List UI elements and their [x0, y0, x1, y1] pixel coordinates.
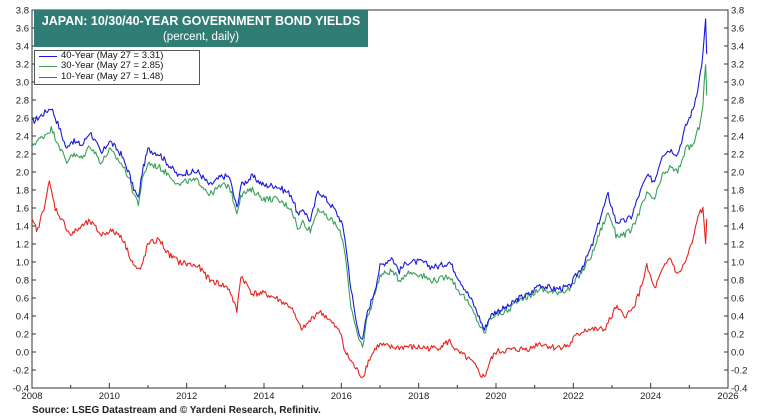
- y-tick-label-left: 0.6: [16, 294, 29, 305]
- legend: 40-Year (May 27 = 3.31) 30-Year (May 27 …: [34, 50, 200, 85]
- series-layer: [31, 18, 708, 379]
- y-tick-label-left: 1.4: [16, 222, 29, 233]
- y-tick-label-left: 3.2: [16, 60, 29, 71]
- legend-item-30y: 30-Year (May 27 = 2.85): [35, 60, 199, 72]
- y-tick-label-right: 3.4: [731, 42, 744, 53]
- y-tick-label-right: 0.0: [731, 348, 744, 359]
- y-tick-label-right: -0.2: [731, 366, 747, 377]
- legend-swatch-40y: [39, 56, 57, 57]
- y-tick-label-left: 3.4: [16, 42, 29, 53]
- y-tick-label-left: 2.6: [16, 114, 29, 125]
- legend-swatch-10y: [39, 76, 57, 78]
- legend-item-10y: 10-Year (May 27 = 1.48): [35, 70, 199, 82]
- chart-title: JAPAN: 10/30/40-YEAR GOVERNMENT BOND YIE…: [41, 14, 361, 28]
- x-tick-label: 2020: [485, 391, 506, 402]
- x-tick-label: 2016: [331, 391, 352, 402]
- legend-swatch-30y: [39, 66, 57, 68]
- x-tick-label: 2008: [21, 391, 42, 402]
- y-tick-label-left: 2.0: [16, 168, 29, 179]
- y-tick-label-left: 3.0: [16, 78, 29, 89]
- y-axis-left: -0.4 -0.2 0.0 0.2 0.4 0.6 0.8 1.0 1.2 1.4 1.6 1.8 2.…: [13, 6, 36, 395]
- x-tick-label: 2026: [717, 391, 738, 402]
- y-axis-right: -0.4 -0.2 0.0 0.2 0.4 0.6 0.8 1.0 1.2 1.4 1.6 1.8 2.…: [724, 6, 747, 395]
- legend-label-10y: 10-Year (May 27 = 1.48): [61, 70, 164, 82]
- chart-title-box: JAPAN: 10/30/40-YEAR GOVERNMENT BOND YIE…: [34, 10, 368, 47]
- y-tick-label-right: 3.6: [731, 24, 744, 35]
- y-tick-label-left: 0.4: [16, 312, 29, 323]
- y-tick-label-left: 0.0: [16, 348, 29, 359]
- y-tick-label-left: 3.8: [16, 6, 29, 17]
- y-tick-label-left: 2.8: [16, 96, 29, 107]
- x-tick-label: 2022: [563, 391, 584, 402]
- chart-subtitle: (percent, daily): [162, 31, 240, 43]
- y-tick-label-right: 3.0: [731, 78, 744, 89]
- y-tick-label-left: 0.8: [16, 276, 29, 287]
- series-line-30y: [31, 64, 708, 348]
- y-tick-label-right: 0.4: [731, 312, 744, 323]
- y-tick-label-right: 2.2: [731, 150, 744, 161]
- y-tick-label-left: 1.6: [16, 204, 29, 215]
- y-tick-label-left: 1.2: [16, 240, 29, 251]
- x-axis: 2008 2010 2012 2014 2016 2018 2020 2022 2024 2026: [21, 383, 739, 402]
- y-tick-label-right: 2.0: [731, 168, 744, 179]
- y-tick-label-right: 2.4: [731, 132, 744, 143]
- y-tick-label-right: 3.8: [731, 6, 744, 17]
- source-note: Source: LSEG Datastream and © Yardeni Re…: [32, 405, 321, 416]
- y-tick-label-left: 0.2: [16, 330, 29, 341]
- x-tick-label: 2010: [99, 391, 120, 402]
- y-tick-label-left: -0.2: [13, 366, 29, 377]
- x-tick-label: 2014: [253, 391, 274, 402]
- y-tick-label-right: 1.2: [731, 240, 744, 251]
- y-tick-label-right: -0.4: [731, 384, 747, 395]
- y-tick-label-right: 2.6: [731, 114, 744, 125]
- y-tick-label-right: 0.2: [731, 330, 744, 341]
- y-tick-label-right: 3.2: [731, 60, 744, 71]
- x-tick-label: 2012: [176, 391, 197, 402]
- y-tick-label-right: 0.6: [731, 294, 744, 305]
- y-tick-label-left: 3.6: [16, 24, 29, 35]
- series-line-10y: [31, 180, 708, 379]
- y-tick-label-right: 1.6: [731, 204, 744, 215]
- x-tick-label: 2024: [640, 391, 661, 402]
- y-tick-label-left: 1.8: [16, 186, 29, 197]
- y-tick-label-left: -0.4: [13, 384, 29, 395]
- y-tick-label-left: 2.2: [16, 150, 29, 161]
- y-tick-label-left: 2.4: [16, 132, 29, 143]
- y-tick-label-right: 1.4: [731, 222, 744, 233]
- y-tick-label-right: 0.8: [731, 276, 744, 287]
- legend-label-40y: 40-Year (May 27 = 3.31): [61, 50, 164, 61]
- y-tick-label-left: 1.0: [16, 258, 29, 269]
- x-tick-label: 2018: [408, 391, 429, 402]
- legend-label-30y: 30-Year (May 27 = 2.85): [61, 60, 164, 72]
- y-tick-label-right: 1.0: [731, 258, 744, 269]
- series-line-40y: [31, 18, 708, 340]
- legend-item-40y: 40-Year (May 27 = 3.31): [35, 50, 199, 61]
- y-tick-label-right: 1.8: [731, 186, 744, 197]
- y-tick-label-right: 2.8: [731, 96, 744, 107]
